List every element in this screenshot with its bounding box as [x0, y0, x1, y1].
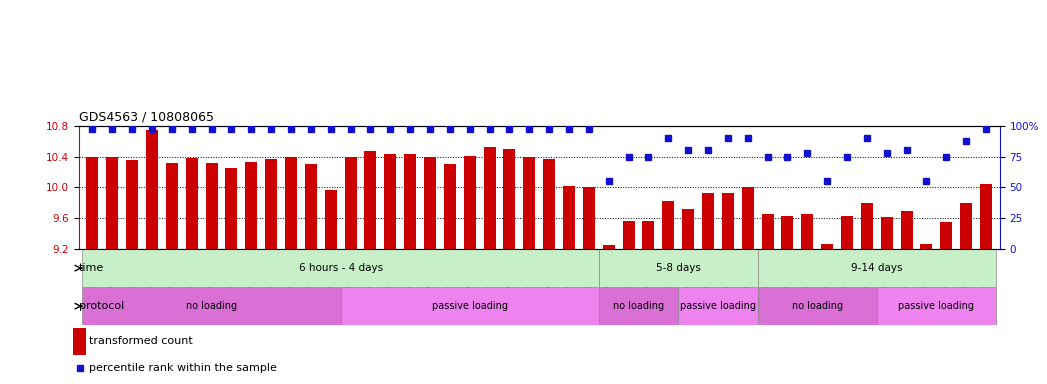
Bar: [543, 159, 555, 249]
Text: no loading: no loading: [612, 301, 664, 311]
Text: time: time: [79, 263, 104, 273]
Bar: [678, 287, 758, 325]
Bar: [165, 163, 178, 249]
Bar: [83, 287, 340, 325]
Bar: [146, 129, 158, 249]
Text: protocol: protocol: [79, 301, 125, 311]
Bar: [761, 214, 774, 249]
Text: 6 hours - 4 days: 6 hours - 4 days: [298, 263, 383, 273]
Bar: [841, 216, 853, 249]
Bar: [484, 147, 495, 249]
Bar: [364, 151, 376, 249]
Text: GDS4563 / 10808065: GDS4563 / 10808065: [79, 110, 214, 123]
Bar: [87, 157, 98, 249]
Bar: [285, 157, 297, 249]
Text: 5-8 days: 5-8 days: [655, 263, 700, 273]
Text: transformed count: transformed count: [89, 336, 193, 346]
Bar: [205, 163, 218, 249]
Text: no loading: no loading: [186, 301, 237, 311]
Bar: [721, 193, 734, 249]
Bar: [265, 159, 277, 249]
Bar: [603, 245, 615, 249]
Bar: [305, 164, 317, 249]
Bar: [781, 216, 794, 249]
Bar: [225, 168, 238, 249]
Bar: [73, 328, 86, 356]
Bar: [980, 184, 992, 249]
Bar: [643, 221, 654, 249]
Bar: [881, 217, 893, 249]
Bar: [663, 201, 674, 249]
Bar: [325, 190, 337, 249]
Bar: [107, 157, 118, 249]
Text: percentile rank within the sample: percentile rank within the sample: [89, 363, 276, 373]
Bar: [83, 249, 599, 287]
Text: passive loading: passive loading: [680, 301, 756, 311]
Bar: [703, 193, 714, 249]
Bar: [245, 162, 258, 249]
Bar: [960, 203, 972, 249]
Bar: [344, 157, 357, 249]
Text: 9-14 days: 9-14 days: [851, 263, 903, 273]
Bar: [404, 154, 416, 249]
Text: passive loading: passive loading: [898, 301, 975, 311]
Bar: [524, 157, 535, 249]
Bar: [127, 161, 138, 249]
Bar: [920, 244, 933, 249]
Bar: [940, 222, 952, 249]
Bar: [340, 287, 599, 325]
Bar: [623, 221, 634, 249]
Bar: [504, 149, 515, 249]
Bar: [185, 158, 198, 249]
Bar: [384, 154, 396, 249]
Bar: [821, 244, 833, 249]
Bar: [900, 210, 913, 249]
Text: passive loading: passive loading: [431, 301, 508, 311]
Bar: [741, 187, 754, 249]
Bar: [758, 287, 876, 325]
Bar: [464, 156, 475, 249]
Bar: [583, 187, 595, 249]
Bar: [683, 209, 694, 249]
Text: no loading: no loading: [792, 301, 843, 311]
Bar: [801, 214, 814, 249]
Bar: [563, 186, 575, 249]
Bar: [876, 287, 996, 325]
Bar: [758, 249, 996, 287]
Bar: [599, 287, 678, 325]
Bar: [424, 157, 436, 249]
Bar: [861, 203, 873, 249]
Bar: [444, 164, 455, 249]
Bar: [599, 249, 758, 287]
